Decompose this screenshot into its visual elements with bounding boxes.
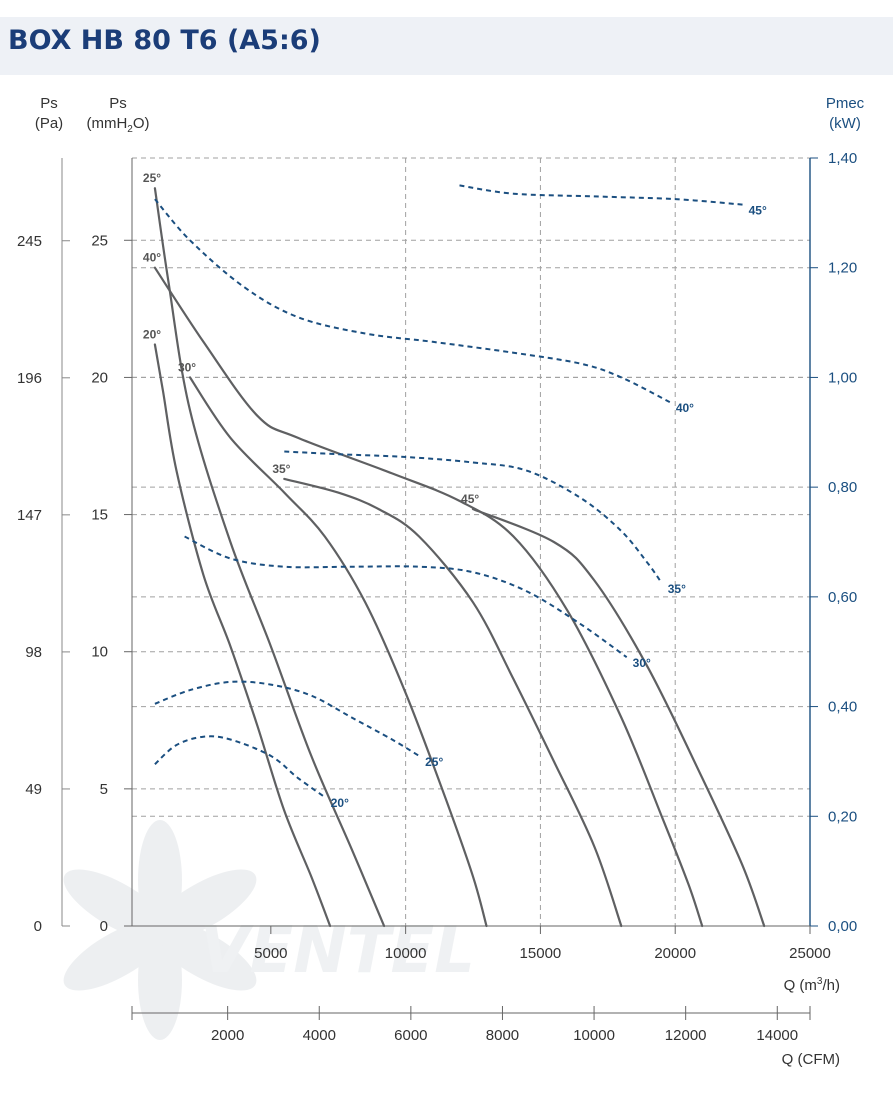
left-mm-label-post: O) (133, 115, 150, 132)
pressure-curve (153, 266, 704, 928)
curve-labels: 20° 25° 30° 35° 40° 45° 20° 25° 30° 35° 40° 45° (143, 171, 767, 810)
pressure-curve (471, 508, 766, 928)
cfm-axis-label: Q (CFM) (782, 1051, 840, 1068)
left-pa-label-1: Ps (40, 95, 58, 112)
tick-label-x: 5000 (254, 945, 287, 962)
left-mm-label-1: Ps (109, 95, 127, 112)
x-axis-label: Q (m3/h) (784, 976, 840, 994)
pressure-curve (153, 187, 386, 928)
pressure-curve-label: 40° (143, 251, 161, 265)
tick-label-mm: 15 (91, 507, 108, 524)
tick-label-pa: 245 (17, 233, 42, 250)
x-axis-label-post: /h) (822, 977, 840, 994)
x-axis-label-sup: 3 (817, 976, 823, 987)
tick-label-pa: 0 (34, 918, 42, 935)
tick-label-x: 10000 (385, 945, 427, 962)
pressure-curve-label: 45° (461, 492, 479, 506)
tick-label-power: 0,00 (828, 918, 857, 935)
right-axis-label-1: Pmec (826, 95, 865, 112)
power-curve (284, 450, 663, 584)
tick-label-power: 0,60 (828, 589, 857, 606)
tick-label-power: 1,20 (828, 260, 857, 277)
chart-title: BOX HB 80 T6 (A5:6) (8, 25, 321, 56)
tick-label-mm: 0 (100, 918, 108, 935)
watermark-text: VENTEL (200, 914, 475, 988)
tick-label-x: 25000 (789, 945, 831, 962)
right-axis-label-2: (kW) (829, 115, 861, 132)
pressure-curve-label: 30° (178, 360, 196, 374)
tick-label-cfm: 6000 (394, 1027, 427, 1044)
grid (132, 157, 810, 926)
tick-label-mm: 25 (91, 232, 108, 249)
tick-label-cfm: 2000 (211, 1027, 244, 1044)
tick-label-power: 0,40 (828, 699, 857, 716)
power-curve (459, 184, 743, 206)
tick-label-cfm: 8000 (486, 1027, 519, 1044)
tick-label-cfm: 4000 (303, 1027, 336, 1044)
tick-label-pa: 147 (17, 507, 42, 524)
tick-label-cfm: 10000 (573, 1027, 615, 1044)
power-curve-label: 45° (749, 204, 767, 218)
power-curve-label: 25° (425, 755, 443, 769)
tick-label-x: 15000 (520, 945, 562, 962)
tick-label-power: 0,20 (828, 808, 857, 825)
pressure-curve (188, 376, 488, 928)
tick-label-mm: 20 (91, 369, 108, 386)
tick-label-cfm: 14000 (756, 1027, 798, 1044)
power-curve (154, 198, 671, 403)
tick-label-power: 1,00 (828, 369, 857, 386)
tick-label-mm: 5 (100, 781, 108, 798)
power-curve-label: 40° (676, 401, 694, 415)
power-curve-label: 20° (331, 796, 349, 810)
power-curve-label: 35° (668, 582, 686, 596)
tick-labels: 0 5 10 15 20 25 0 49 98 147 196 245 0,00 0,20 0,40 0,60… (17, 150, 857, 1044)
power-curve-label: 30° (633, 656, 651, 670)
pressure-curve-label: 35° (272, 462, 290, 476)
curves (153, 184, 766, 928)
tick-label-x: 20000 (654, 945, 696, 962)
tick-label-power: 1,40 (828, 150, 857, 167)
pressure-curve-label: 20° (143, 328, 161, 342)
axes (61, 158, 811, 1020)
left-pa-label-2: (Pa) (35, 115, 63, 132)
tick-label-pa: 196 (17, 370, 42, 387)
power-curve (154, 735, 326, 798)
tick-label-mm: 10 (91, 644, 108, 661)
left-mm-label-2: (mmH2O) (86, 115, 149, 135)
pressure-curve-label: 25° (143, 171, 161, 185)
fan-blades-icon (63, 820, 257, 1040)
left-mm-label-sub: 2 (127, 124, 133, 135)
tick-label-pa: 98 (25, 644, 42, 661)
x-axis-label-pre: Q (m (784, 977, 817, 994)
watermark-logo: VENTEL (63, 820, 475, 1040)
tick-label-cfm: 12000 (665, 1027, 707, 1044)
title-bar: BOX HB 80 T6 (A5:6) (0, 17, 893, 75)
pressure-curve (153, 343, 332, 928)
tick-label-power: 0,80 (828, 479, 857, 496)
tick-label-pa: 49 (25, 781, 42, 798)
left-mm-label-pre: (mmH (86, 115, 127, 132)
pressure-curve (283, 477, 623, 928)
